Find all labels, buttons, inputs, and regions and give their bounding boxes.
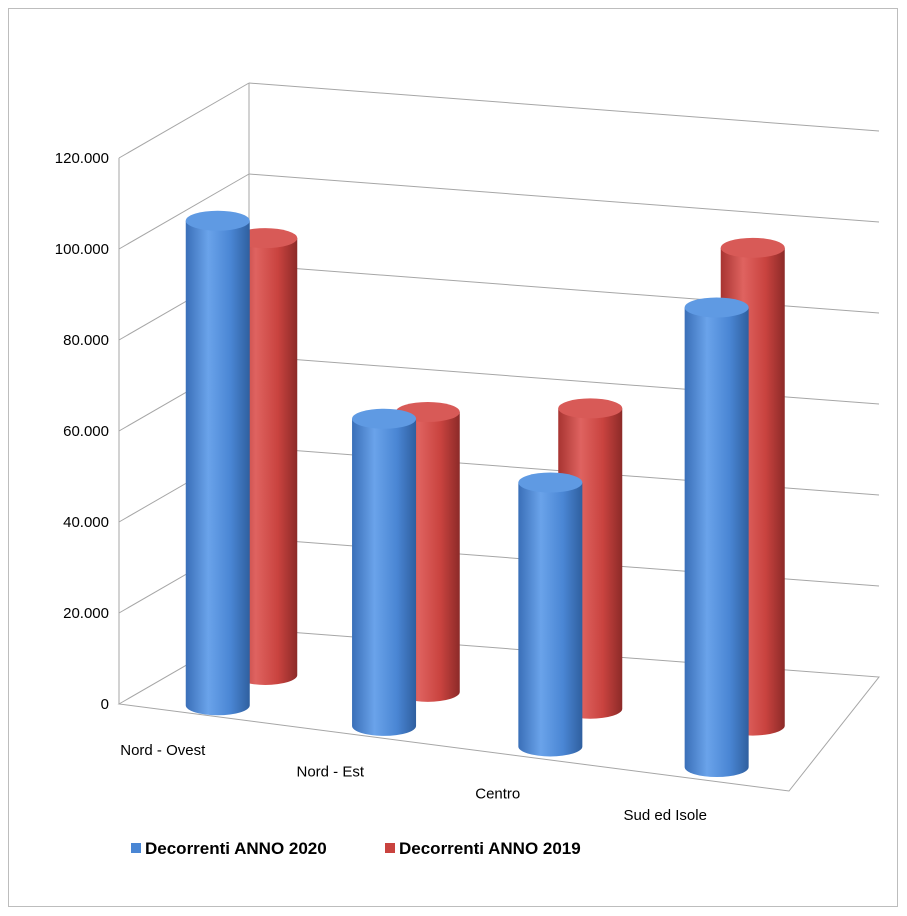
x-axis-categories: Nord - Ovest Nord - Est Centro Sud ed Isole: [120, 742, 707, 824]
gridline-left: [119, 83, 249, 158]
y-tick-label: 60.000: [63, 423, 109, 440]
gridline-back: [249, 174, 879, 222]
legend-label: Decorrenti ANNO 2020: [145, 839, 327, 858]
legend-swatch: [385, 843, 395, 853]
bar-top: [685, 297, 749, 317]
x-category-label: Sud ed Isole: [624, 807, 707, 824]
bar-top: [518, 473, 582, 493]
bar-top: [721, 238, 785, 258]
y-axis-ticks: 0 20.000 40.000 60.000 80.000 100.000 120.000: [55, 150, 109, 713]
bar-2020: [518, 473, 582, 757]
bar-2020: [186, 211, 250, 716]
legend-swatch: [131, 843, 141, 853]
x-category-label: Nord - Ovest: [120, 742, 206, 759]
bar-body: [352, 419, 416, 736]
y-tick-label: 0: [101, 696, 109, 713]
y-tick-label: 120.000: [55, 150, 109, 167]
legend-label: Decorrenti ANNO 2019: [399, 839, 581, 858]
bars-layer: [186, 211, 785, 777]
bar-top: [186, 211, 250, 231]
bar-body: [186, 221, 250, 716]
bar-2020: [685, 297, 749, 777]
y-tick-label: 40.000: [63, 514, 109, 531]
legend: Decorrenti ANNO 2020 Decorrenti ANNO 2019: [131, 839, 581, 858]
bar-2020: [352, 409, 416, 736]
x-category-label: Centro: [475, 785, 520, 802]
chart-svg: 020.00040.00060.00080.000100.000120.000 …: [9, 9, 899, 908]
y-tick-label: 100.000: [55, 241, 109, 258]
gridline-back: [249, 83, 879, 131]
bar-top: [558, 398, 622, 418]
bar-body: [518, 483, 582, 757]
y-tick-label: 20.000: [63, 605, 109, 622]
y-tick-label: 80.000: [63, 332, 109, 349]
bar-body: [685, 307, 749, 777]
chart-frame: 0 20.000 40.000 60.000 80.000 100.000 120.000 …: [8, 8, 898, 907]
bar-top: [352, 409, 416, 429]
x-category-label: Nord - Est: [296, 764, 364, 781]
